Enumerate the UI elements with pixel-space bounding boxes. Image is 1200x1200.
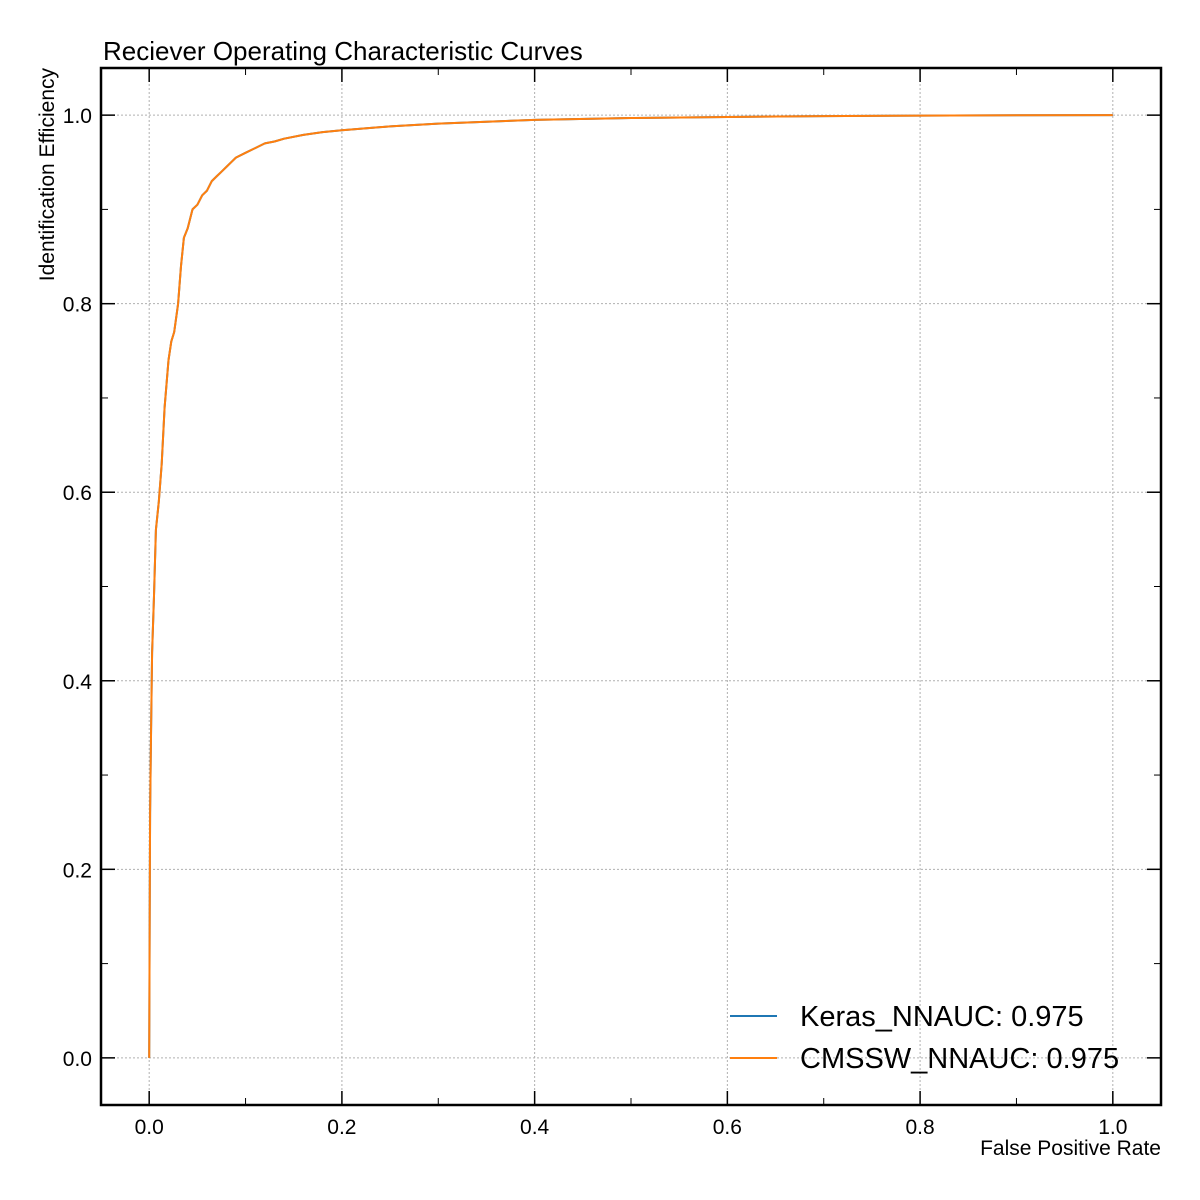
- plot-frame: [99, 66, 1163, 1107]
- y-tick-label: 0.0: [63, 1048, 92, 1071]
- series-line-1: [148, 114, 1113, 1058]
- legend: Keras_NNAUC: 0.975 CMSSW_NNAUC: 0.975: [730, 1001, 1119, 1075]
- x-tick-label: 0.2: [327, 1116, 356, 1139]
- y-tick-label: 0.4: [63, 671, 93, 694]
- x-tick-label: 1.0: [1098, 1116, 1127, 1139]
- chart-title: Reciever Operating Characteristic Curves: [103, 36, 583, 66]
- roc-curves: [148, 114, 1113, 1058]
- x-tick-label: 0.0: [135, 1116, 164, 1139]
- x-tick-label: 0.8: [905, 1116, 934, 1139]
- x-tick-label: 0.4: [520, 1116, 550, 1139]
- axis-ticks: 0.0 0.2 0.4 0.6 0.8 1.0 0.0 0.2 0.4 0.6 0.8 1.0: [63, 68, 1161, 1139]
- grid-lines: [101, 68, 1161, 1105]
- y-tick-label: 1.0: [63, 105, 92, 128]
- x-tick-label: 0.6: [713, 1116, 742, 1139]
- series-line-0: [148, 114, 1113, 1058]
- x-axis-label: False Positive Rate: [980, 1137, 1161, 1160]
- legend-label: Keras_NNAUC: 0.975: [800, 1001, 1084, 1033]
- y-axis-label: Identification Efficiency: [36, 68, 59, 282]
- legend-label: CMSSW_NNAUC: 0.975: [800, 1043, 1119, 1075]
- y-tick-label: 0.6: [63, 482, 92, 505]
- y-tick-label: 0.8: [63, 294, 92, 317]
- y-tick-label: 0.2: [63, 859, 92, 882]
